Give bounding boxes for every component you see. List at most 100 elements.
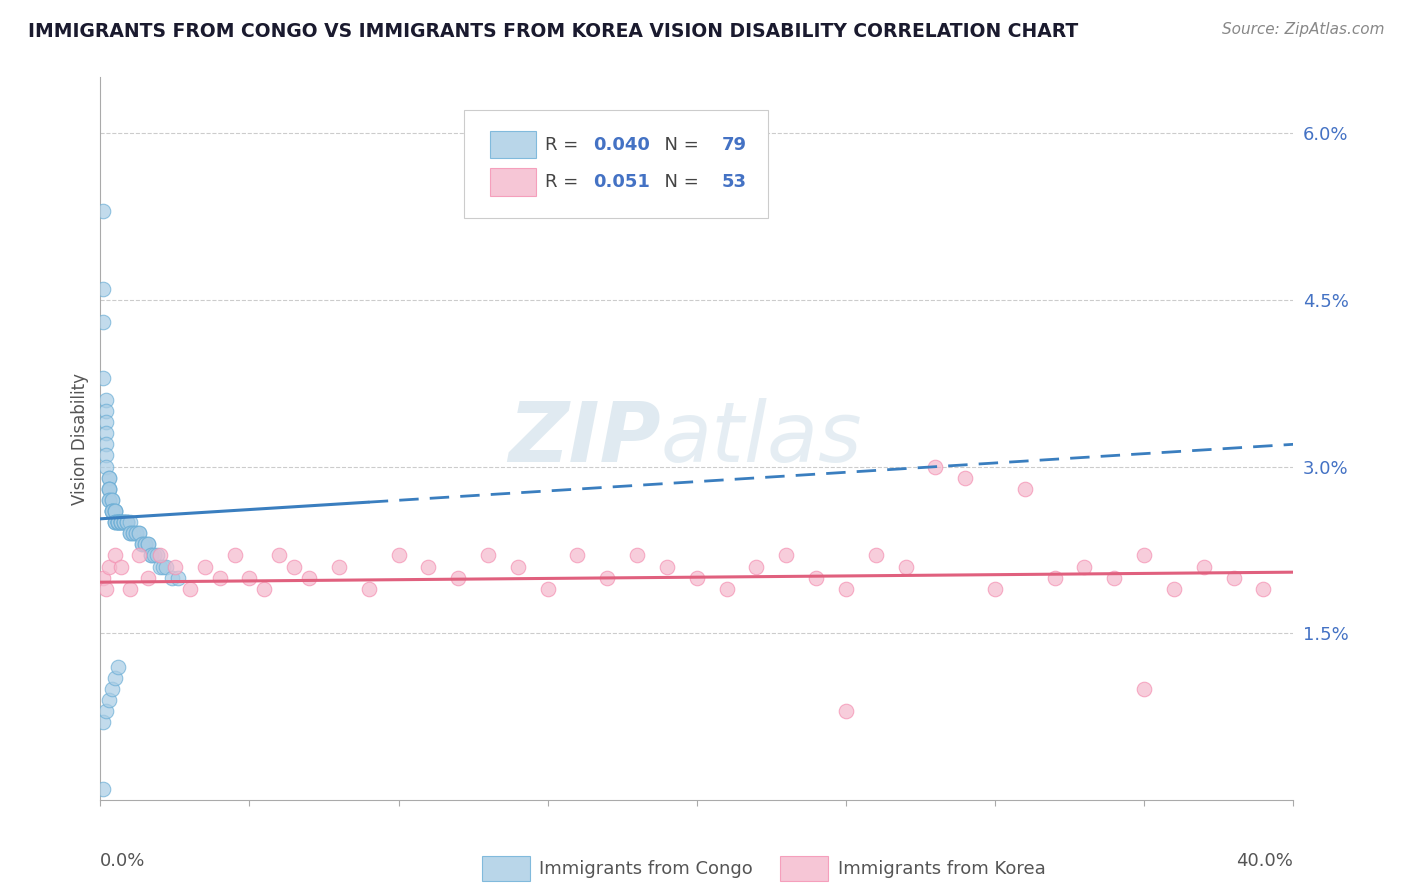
Y-axis label: Vision Disability: Vision Disability	[72, 373, 89, 505]
Point	[1043, 571, 1066, 585]
Text: ZIP: ZIP	[509, 398, 661, 479]
Point	[96, 582, 118, 596]
Text: N =: N =	[652, 136, 704, 153]
Point	[98, 482, 121, 496]
Point	[194, 559, 217, 574]
Text: 40.0%: 40.0%	[1236, 852, 1294, 870]
Text: R =: R =	[546, 136, 585, 153]
Point	[1073, 559, 1095, 574]
Point	[110, 515, 132, 529]
Point	[253, 582, 276, 596]
Point	[136, 571, 159, 585]
Point	[1133, 549, 1156, 563]
Point	[131, 537, 153, 551]
Bar	[491, 169, 536, 196]
Point	[122, 526, 145, 541]
Point	[626, 549, 648, 563]
Point	[96, 437, 118, 451]
Point	[686, 571, 709, 585]
Point	[1133, 681, 1156, 696]
Point	[101, 504, 124, 518]
Point	[107, 515, 129, 529]
Point	[98, 471, 121, 485]
Bar	[482, 856, 530, 881]
Point	[110, 515, 132, 529]
Point	[91, 715, 114, 730]
Point	[98, 559, 121, 574]
Point	[122, 526, 145, 541]
Point	[387, 549, 409, 563]
Point	[283, 559, 305, 574]
Text: IMMIGRANTS FROM CONGO VS IMMIGRANTS FROM KOREA VISION DISABILITY CORRELATION CHA: IMMIGRANTS FROM CONGO VS IMMIGRANTS FROM…	[28, 22, 1078, 41]
Point	[160, 571, 183, 585]
Point	[98, 471, 121, 485]
Point	[1014, 482, 1036, 496]
Point	[894, 559, 917, 574]
Bar	[491, 131, 536, 159]
Point	[134, 537, 156, 551]
Point	[91, 315, 114, 329]
Point	[96, 449, 118, 463]
Point	[125, 526, 148, 541]
Point	[128, 549, 150, 563]
Point	[179, 582, 201, 596]
Point	[128, 526, 150, 541]
Point	[107, 659, 129, 673]
Point	[149, 559, 172, 574]
Point	[745, 559, 768, 574]
Point	[107, 515, 129, 529]
Point	[120, 582, 142, 596]
Point	[953, 471, 976, 485]
Point	[835, 582, 858, 596]
Point	[98, 482, 121, 496]
Point	[208, 571, 231, 585]
Point	[1163, 582, 1185, 596]
Point	[131, 537, 153, 551]
FancyBboxPatch shape	[464, 110, 768, 219]
Point	[775, 549, 797, 563]
Point	[149, 549, 172, 563]
Point	[143, 549, 166, 563]
Text: 0.0%: 0.0%	[100, 852, 146, 870]
Point	[101, 504, 124, 518]
Point	[125, 526, 148, 541]
Point	[104, 515, 127, 529]
Point	[447, 571, 470, 585]
Point	[98, 492, 121, 507]
Point	[96, 415, 118, 429]
Text: Immigrants from Korea: Immigrants from Korea	[838, 860, 1045, 878]
Point	[167, 571, 190, 585]
Point	[134, 537, 156, 551]
Point	[91, 781, 114, 796]
Point	[924, 459, 946, 474]
Point	[596, 571, 619, 585]
Text: atlas: atlas	[661, 398, 863, 479]
Point	[91, 203, 114, 218]
Point	[120, 526, 142, 541]
Point	[101, 504, 124, 518]
Point	[128, 526, 150, 541]
Point	[163, 559, 186, 574]
Point	[110, 515, 132, 529]
Point	[506, 559, 529, 574]
Point	[110, 515, 132, 529]
Point	[112, 515, 135, 529]
Text: 0.040: 0.040	[593, 136, 650, 153]
Point	[136, 537, 159, 551]
Point	[418, 559, 440, 574]
Point	[1253, 582, 1275, 596]
Text: R =: R =	[546, 173, 585, 191]
Point	[115, 515, 138, 529]
Point	[98, 482, 121, 496]
Text: N =: N =	[652, 173, 704, 191]
Text: Immigrants from Congo: Immigrants from Congo	[540, 860, 754, 878]
Point	[96, 392, 118, 407]
Point	[139, 549, 162, 563]
Point	[269, 549, 291, 563]
Point	[107, 515, 129, 529]
Point	[1104, 571, 1126, 585]
Point	[101, 492, 124, 507]
Point	[120, 526, 142, 541]
Point	[357, 582, 380, 596]
Text: 0.051: 0.051	[593, 173, 650, 191]
